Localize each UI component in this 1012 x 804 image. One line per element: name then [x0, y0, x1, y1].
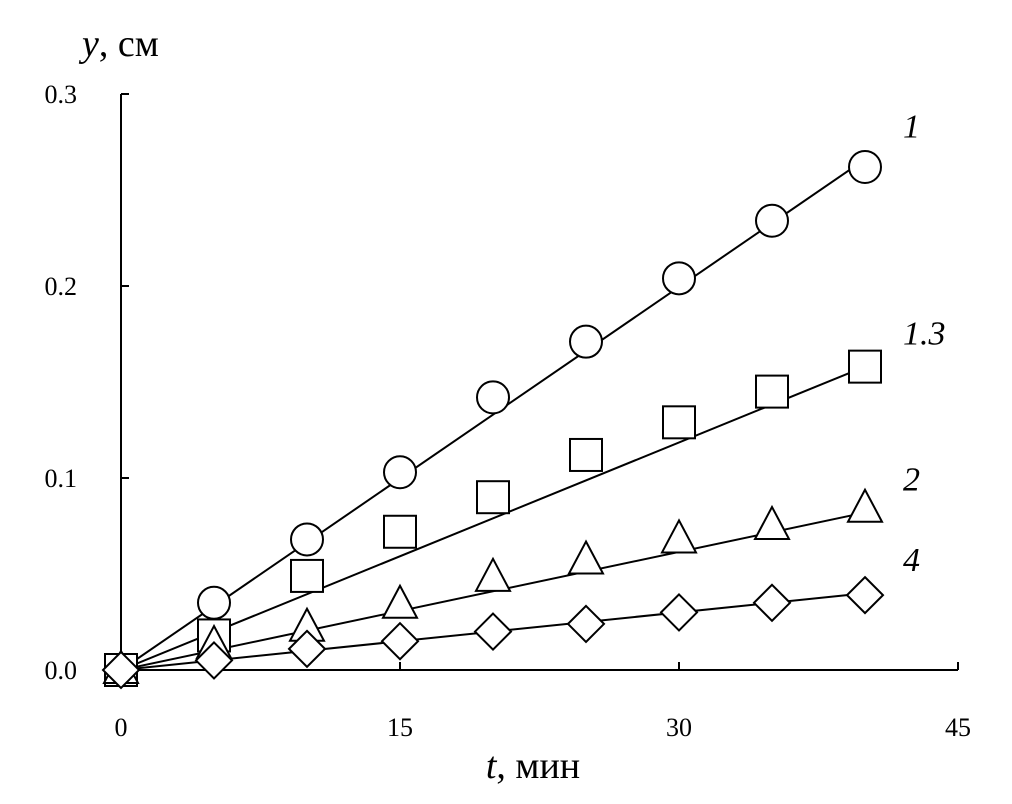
series-3-diamond-marker [287, 629, 327, 669]
series-1-label: 1.3 [903, 316, 946, 353]
markers [101, 149, 885, 690]
fit-lines [120, 158, 866, 671]
series-3-diamond-marker [845, 575, 885, 615]
series-1-square-marker [383, 514, 417, 549]
series-labels: 1 1.3 2 4 [903, 108, 946, 579]
series-2-triangle-marker [567, 539, 605, 575]
series-0-circle-marker [755, 203, 789, 238]
series-2-triangle-marker [846, 487, 884, 523]
x-tick-label: 45 [945, 713, 971, 742]
series-1-square-marker [476, 480, 510, 515]
series-0-circle-marker [290, 522, 324, 557]
axes [120, 94, 958, 671]
series-0-circle-marker [197, 585, 231, 620]
x-tick-label: 30 [666, 713, 692, 742]
series-2-label: 2 [903, 462, 920, 499]
series-3-diamond-marker [659, 592, 699, 632]
ticks: 0 15 30 45 0.0 0.1 0.2 0.3 [45, 80, 972, 742]
y-axis-symbol: y [78, 23, 99, 65]
series-1-square-marker [569, 437, 603, 472]
x-axis-unit: , мин [496, 745, 580, 787]
series-3-diamond-marker [752, 583, 792, 623]
series-0-circle-marker [569, 324, 603, 359]
series-2-triangle-marker [381, 583, 419, 619]
y-tick-label: 0.3 [45, 80, 78, 109]
series-1-square-marker [848, 349, 882, 384]
series-2-triangle-marker [660, 518, 698, 554]
series-2-triangle-marker [753, 504, 791, 540]
series-0-fit-line [120, 158, 866, 671]
series-0-label: 1 [903, 108, 920, 145]
series-0-circle-marker [848, 149, 882, 184]
y-axis-unit: , см [99, 23, 159, 65]
series-0-circle-marker [476, 380, 510, 415]
y-tick-label: 0.0 [45, 656, 78, 685]
series-3-diamond-marker [380, 621, 420, 661]
x-axis-title: t, мин [486, 745, 580, 787]
series-1-square-marker [290, 558, 324, 593]
series-3-diamond-marker [101, 650, 141, 690]
series-1-fit-line [120, 365, 866, 671]
y-tick-label: 0.1 [45, 464, 78, 493]
series-0-circle-marker [383, 455, 417, 490]
x-axis-symbol: t [486, 745, 498, 787]
x-tick-label: 0 [115, 713, 128, 742]
x-tick-label: 15 [387, 713, 413, 742]
series-0-circle-marker [662, 261, 696, 296]
y-axis-title: y, см [78, 23, 159, 65]
series-1-square-marker [662, 405, 696, 440]
series-1-square-marker [755, 374, 789, 409]
y-tick-label: 0.2 [45, 272, 78, 301]
series-2-triangle-marker [474, 556, 512, 592]
series-3-diamond-marker [194, 640, 234, 680]
series-3-diamond-marker [473, 612, 513, 652]
series-3-diamond-marker [566, 604, 606, 644]
series-3-label: 4 [903, 542, 920, 579]
